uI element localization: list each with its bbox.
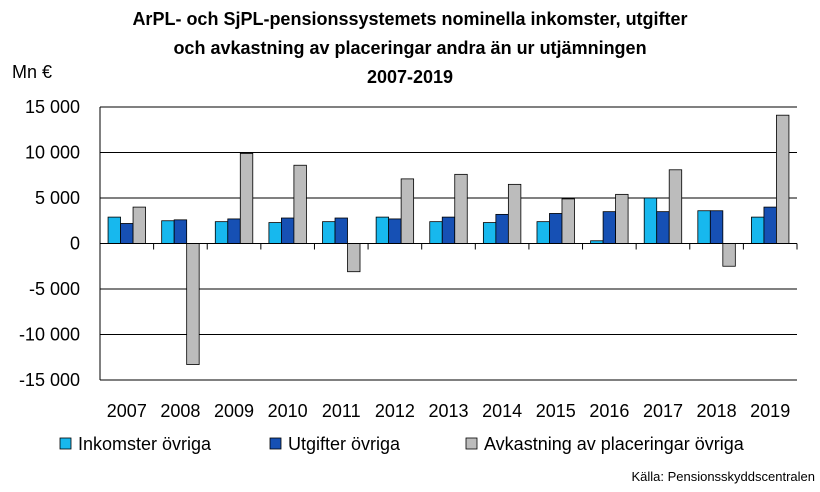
y-tick-label: 0 — [70, 234, 80, 254]
bar-2013-series-3 — [454, 173, 468, 244]
x-tick-label: 2018 — [697, 401, 737, 421]
bar-2007-series-2 — [120, 223, 134, 244]
bar-2012-series-1 — [375, 216, 390, 244]
x-tick-label: 2016 — [589, 401, 629, 421]
chart-title-line-2: och avkastning av placeringar andra än u… — [173, 38, 646, 58]
y-tick-label: 10 000 — [25, 143, 80, 163]
bar-2013-series-1 — [429, 221, 443, 244]
x-tick-label: 2019 — [750, 401, 790, 421]
bar-2014-series-3 — [507, 183, 522, 244]
x-axis — [99, 243, 798, 250]
bar-2019-series-2 — [763, 206, 777, 244]
bar-2018-series-3 — [722, 243, 736, 267]
bar-2017-series-3 — [668, 169, 683, 244]
bar-2007-series-3 — [132, 206, 146, 244]
x-tick-label: 2012 — [375, 401, 415, 421]
y-tick-label: 15 000 — [25, 97, 80, 117]
bar-2010-series-2 — [281, 217, 295, 244]
chart-title: ArPL- och SjPL-pensionssystemets nominel… — [132, 9, 687, 87]
x-tick-label: 2014 — [482, 401, 522, 421]
bar-2014-series-1 — [482, 222, 497, 244]
bar-2012-series-3 — [400, 178, 415, 244]
x-tick-label: 2015 — [536, 401, 576, 421]
x-tick-label: 2013 — [428, 401, 468, 421]
bar-2009-series-2 — [227, 218, 241, 244]
gridlines — [99, 106, 797, 381]
bar-2010-series-3 — [293, 164, 307, 244]
x-tick-label: 2008 — [160, 401, 200, 421]
bar-2015-series-1 — [536, 221, 550, 244]
legend-swatch — [59, 437, 72, 450]
legend-label: Utgifter övriga — [288, 434, 401, 454]
bar-2019-series-3 — [776, 114, 790, 244]
bar-2008-series-2 — [173, 219, 188, 244]
y-tick-label: -5 000 — [29, 279, 80, 299]
bar-2011-series-1 — [322, 221, 336, 244]
bar-2018-series-1 — [697, 210, 711, 244]
y-tick-label: -10 000 — [19, 325, 80, 345]
bar-2007-series-1 — [107, 216, 121, 244]
x-axis-ticks: 2007 2008 2009 2010 2011 2012 2013 2014 2015 2016… — [107, 401, 790, 421]
bar-2010-series-1 — [268, 222, 282, 244]
bar-2018-series-2 — [709, 210, 724, 244]
legend-label: Avkastning av placeringar övriga — [484, 434, 745, 454]
bar-2012-series-2 — [388, 218, 402, 244]
legend: Inkomster övriga Utgifter övriga Avkastnin… — [59, 434, 745, 454]
bar-2014-series-2 — [495, 213, 509, 244]
legend-swatch — [465, 437, 478, 450]
bar-2013-series-2 — [441, 216, 456, 244]
bar-2011-series-2 — [334, 217, 348, 244]
bar-2008-series-3 — [186, 243, 200, 365]
legend-swatch — [269, 437, 282, 450]
x-tick-label: 2010 — [268, 401, 308, 421]
x-tick-label: 2009 — [214, 401, 254, 421]
bar-2016-series-2 — [602, 211, 616, 244]
y-tick-label: 5 000 — [35, 188, 80, 208]
bar-2016-series-3 — [615, 193, 629, 244]
chart-title-line-3: 2007-2019 — [367, 67, 453, 87]
bar-2009-series-1 — [214, 221, 229, 244]
bar-2017-series-1 — [643, 197, 658, 244]
bar-2011-series-3 — [347, 243, 361, 273]
source-note: Källa: Pensionsskyddscentralen — [631, 469, 815, 484]
bar-2015-series-3 — [561, 198, 575, 244]
chart-title-line-1: ArPL- och SjPL-pensionssystemets nominel… — [132, 9, 687, 29]
x-tick-label: 2017 — [643, 401, 683, 421]
bar-2017-series-2 — [656, 211, 670, 244]
x-tick-label: 2011 — [322, 401, 361, 421]
legend-label: Inkomster övriga — [78, 434, 212, 454]
y-axis-ticks: 15 000 10 000 5 000 0 -5 000 -10 000 -15 000 — [19, 97, 80, 390]
bar-2015-series-2 — [549, 213, 563, 244]
y-axis-unit-label: Mn € — [12, 62, 52, 82]
bar-2008-series-1 — [161, 220, 175, 244]
bar-2009-series-3 — [239, 153, 254, 244]
y-tick-label: -15 000 — [19, 370, 80, 390]
x-tick-label: 2007 — [107, 401, 147, 421]
bar-2019-series-1 — [751, 216, 765, 244]
